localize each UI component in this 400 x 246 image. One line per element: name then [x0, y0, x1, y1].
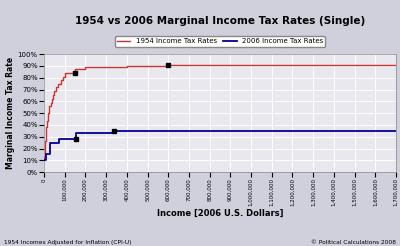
1954 Income Tax Rates	[52, 94, 57, 97]
2006 Income Tax Rates	[111, 132, 116, 135]
1954 Income Tax Rates	[43, 140, 48, 143]
2006 Income Tax Rates	[74, 138, 78, 141]
Line: 1954 Income Tax Rates: 1954 Income Tax Rates	[44, 65, 396, 160]
X-axis label: Income [2006 U.S. Dollars]: Income [2006 U.S. Dollars]	[157, 209, 283, 218]
1954 Income Tax Rates	[42, 148, 47, 151]
Line: 2006 Income Tax Rates: 2006 Income Tax Rates	[44, 131, 396, 160]
1954 Income Tax Rates	[394, 63, 398, 66]
Y-axis label: Marginal Income Tax Rate: Marginal Income Tax Rate	[6, 57, 15, 169]
2006 Income Tax Rates	[43, 153, 48, 156]
Title: 1954 vs 2006 Marginal Income Tax Rates (Single): 1954 vs 2006 Marginal Income Tax Rates (…	[75, 15, 365, 26]
Text: 1954 Incomes Adjusted for Inflation (CPI-U): 1954 Incomes Adjusted for Inflation (CPI…	[4, 240, 132, 245]
2006 Income Tax Rates	[394, 129, 398, 132]
1954 Income Tax Rates	[44, 131, 49, 134]
2006 Income Tax Rates	[48, 153, 53, 156]
2006 Income Tax Rates	[42, 159, 46, 162]
Legend: 1954 Income Tax Rates, 2006 Income Tax Rates: 1954 Income Tax Rates, 2006 Income Tax R…	[114, 36, 326, 46]
Text: © Political Calculations 2008: © Political Calculations 2008	[311, 240, 396, 245]
2006 Income Tax Rates	[57, 141, 62, 144]
2006 Income Tax Rates	[43, 159, 48, 162]
1954 Income Tax Rates	[166, 63, 171, 66]
2006 Income Tax Rates	[74, 132, 78, 135]
2006 Income Tax Rates	[57, 138, 62, 141]
1954 Income Tax Rates	[44, 126, 49, 129]
2006 Income Tax Rates	[111, 129, 116, 132]
1954 Income Tax Rates	[42, 159, 46, 162]
1954 Income Tax Rates	[44, 135, 48, 138]
2006 Income Tax Rates	[48, 141, 53, 144]
